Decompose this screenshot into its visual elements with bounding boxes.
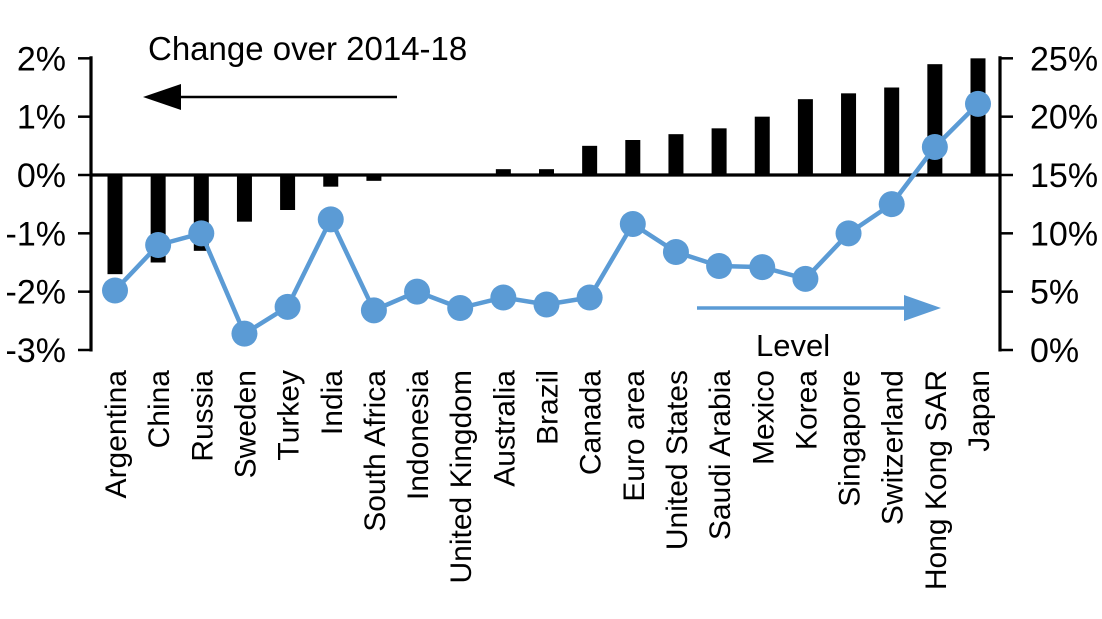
category-label-united-states: United States [661, 370, 694, 550]
right-axis-tick-label: 0% [1030, 332, 1079, 370]
bar-korea [797, 99, 813, 175]
level-dot-mexico [749, 254, 776, 281]
left-axis-tick-label: -3% [6, 332, 66, 370]
left-axis-tick-label: 0% [17, 157, 66, 195]
category-label-indonesia: Indonesia [402, 370, 435, 500]
category-label-singapore: Singapore [834, 370, 867, 507]
category-label-russia: Russia [186, 370, 219, 462]
bar-mexico [754, 116, 770, 175]
level-dot-china [145, 231, 172, 258]
level-dot-australia [490, 284, 517, 311]
bar-sweden [236, 175, 252, 222]
level-dot-euro-area [619, 210, 646, 237]
level-dot-canada [576, 284, 603, 311]
level-annotation-label: Level [756, 328, 830, 363]
category-label-mexico: Mexico [747, 370, 780, 465]
category-label-switzerland: Switzerland [877, 370, 910, 525]
bar-euro-area [625, 140, 641, 175]
right-axis-tick-label: 15% [1030, 157, 1098, 195]
level-dot-turkey [274, 293, 301, 320]
bar-india [323, 175, 339, 187]
right-axis-tick-label: 5% [1030, 274, 1079, 312]
right-axis-tick-label: 20% [1030, 99, 1098, 137]
level-dot-singapore [835, 220, 862, 247]
level-dot-sweden [231, 320, 258, 347]
bar-turkey [280, 175, 296, 210]
level-dot-japan [965, 90, 991, 117]
bar-australia [495, 169, 511, 175]
category-label-china: China [143, 370, 176, 449]
category-label-canada: Canada [575, 370, 608, 475]
left-axis-tick-label: 1% [17, 99, 66, 137]
level-annotation-arrow-head [904, 295, 941, 321]
bar-brazil [539, 169, 554, 175]
level-dot-united-kingdom [447, 294, 474, 321]
right-axis-tick-label: 10% [1030, 215, 1098, 253]
bar-united-states [668, 134, 684, 175]
level-dot-korea [792, 265, 819, 292]
left-axis-tick-label: 2% [17, 40, 66, 78]
level-dot-saudi-arabia [706, 252, 733, 279]
category-label-argentina: Argentina [100, 370, 133, 499]
bar-canada [582, 145, 598, 175]
level-dot-india [317, 206, 344, 233]
level-dot-hong-kong-sar [921, 133, 948, 160]
level-dot-argentina [102, 277, 128, 304]
change-annotation-label: Change over 2014-18 [148, 30, 467, 67]
left-axis-tick-label: -1% [6, 215, 66, 253]
change-annotation-arrow-head [143, 84, 181, 110]
category-label-korea: Korea [790, 370, 823, 450]
category-label-brazil: Brazil [532, 370, 565, 445]
category-label-australia: Australia [488, 370, 521, 487]
category-label-india: India [316, 370, 349, 435]
level-dot-switzerland [878, 191, 905, 218]
bar-switzerland [884, 87, 900, 175]
bar-singapore [841, 93, 857, 175]
category-label-sweden: Sweden [229, 370, 262, 478]
right-axis-tick-label: 25% [1030, 40, 1098, 78]
category-label-saudi-arabia: Saudi Arabia [704, 370, 737, 540]
bar-argentina [107, 175, 123, 275]
left-axis-tick-label: -2% [6, 274, 66, 312]
category-label-united-kingdom: United Kingdom [445, 370, 478, 583]
level-dot-united-states [662, 238, 689, 265]
category-label-hong-kong-sar: Hong Kong SAR [920, 370, 953, 590]
level-dot-russia [188, 220, 215, 247]
category-label-japan: Japan [963, 370, 996, 452]
level-dot-south-africa [360, 297, 387, 324]
level-dot-brazil [533, 291, 560, 318]
category-label-euro-area: Euro area [618, 370, 651, 502]
level-dot-indonesia [404, 278, 431, 305]
category-label-south-africa: South Africa [359, 370, 392, 532]
bar-south-africa [366, 175, 382, 181]
category-label-turkey: Turkey [273, 370, 306, 461]
bar-saudi-arabia [711, 128, 727, 175]
